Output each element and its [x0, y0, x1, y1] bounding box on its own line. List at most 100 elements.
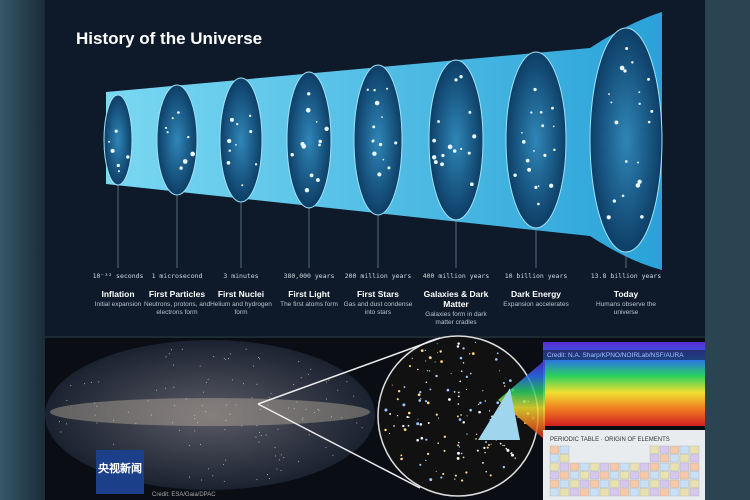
star: [315, 178, 320, 183]
star: [496, 401, 500, 405]
element-cell: [559, 488, 570, 497]
star: [254, 163, 258, 166]
star: [462, 347, 465, 350]
element-cell: [629, 462, 640, 471]
element-cell: [559, 479, 570, 488]
star: [478, 410, 481, 414]
star: [255, 436, 257, 438]
star: [259, 431, 261, 433]
star: [437, 442, 440, 445]
light-beam: [498, 360, 545, 440]
star: [60, 431, 62, 433]
star: [170, 349, 172, 351]
star: [552, 125, 555, 128]
star: [456, 456, 460, 460]
element-cell: [599, 488, 610, 497]
star: [166, 131, 169, 134]
star: [510, 452, 512, 455]
star: [223, 357, 225, 359]
star: [287, 407, 289, 409]
star: [318, 409, 320, 411]
star: [229, 117, 234, 122]
star: [416, 438, 419, 442]
star: [462, 362, 465, 364]
star: [223, 480, 225, 482]
epoch-disc: [156, 84, 198, 196]
star: [458, 446, 461, 448]
star: [459, 356, 463, 360]
star: [227, 138, 232, 144]
star: [440, 360, 443, 363]
star: [389, 413, 392, 415]
star: [606, 215, 611, 220]
star: [506, 448, 510, 452]
star: [417, 418, 419, 420]
star: [114, 129, 118, 133]
stage-name: Inflation: [101, 289, 135, 299]
star: [110, 148, 115, 153]
star: [325, 398, 327, 400]
star: [443, 435, 447, 438]
star: [317, 408, 319, 410]
element-cell: [649, 488, 660, 497]
star: [487, 444, 490, 446]
star: [394, 141, 398, 145]
zoom-line: [257, 337, 441, 405]
star: [307, 92, 311, 96]
periodic-table-title: PERIODIC TABLE · ORIGIN OF ELEMENTS: [550, 437, 670, 443]
star: [305, 107, 311, 113]
prism: [478, 388, 520, 440]
zoom-line: [257, 403, 421, 489]
star: [420, 436, 424, 440]
star: [318, 143, 321, 147]
star: [276, 468, 278, 470]
star: [541, 124, 545, 128]
star: [479, 401, 482, 404]
star: [386, 87, 389, 90]
star: [456, 415, 459, 418]
star: [251, 397, 253, 399]
star: [280, 470, 282, 472]
star: [402, 424, 405, 428]
star: [446, 388, 450, 392]
star: [448, 398, 451, 401]
star: [256, 383, 258, 385]
star: [417, 393, 421, 397]
star: [499, 370, 501, 372]
star: [466, 415, 468, 417]
star: [431, 155, 437, 160]
star: [185, 398, 187, 400]
stage-description: Helium and hydrogen form: [210, 301, 272, 316]
element-cell: [599, 462, 610, 471]
star: [439, 350, 442, 353]
stage: 10⁻³² seconds Inflation Initial expansion: [80, 272, 156, 309]
element-cell: [649, 471, 660, 480]
element-cell: [549, 488, 560, 497]
star: [489, 474, 492, 477]
element-cell: [549, 454, 560, 463]
element-cell: [619, 471, 630, 480]
star: [424, 349, 427, 352]
star: [426, 369, 429, 372]
element-cell: [579, 462, 590, 471]
star: [223, 464, 225, 466]
star: [647, 77, 650, 81]
star: [384, 428, 387, 432]
star: [437, 120, 440, 123]
star: [174, 404, 176, 406]
star: [462, 456, 465, 459]
star: [533, 149, 535, 152]
element-cell: [629, 471, 640, 480]
star: [499, 442, 502, 445]
star: [179, 166, 183, 170]
element-cell: [649, 454, 660, 463]
star: [484, 451, 486, 454]
star: [300, 141, 305, 147]
star: [433, 160, 438, 165]
element-cell: [599, 471, 610, 480]
stage-description: Expansion accelerates: [503, 301, 569, 308]
star: [280, 454, 282, 456]
epoch-disc: [286, 71, 332, 209]
star: [460, 370, 463, 372]
star: [356, 422, 358, 424]
